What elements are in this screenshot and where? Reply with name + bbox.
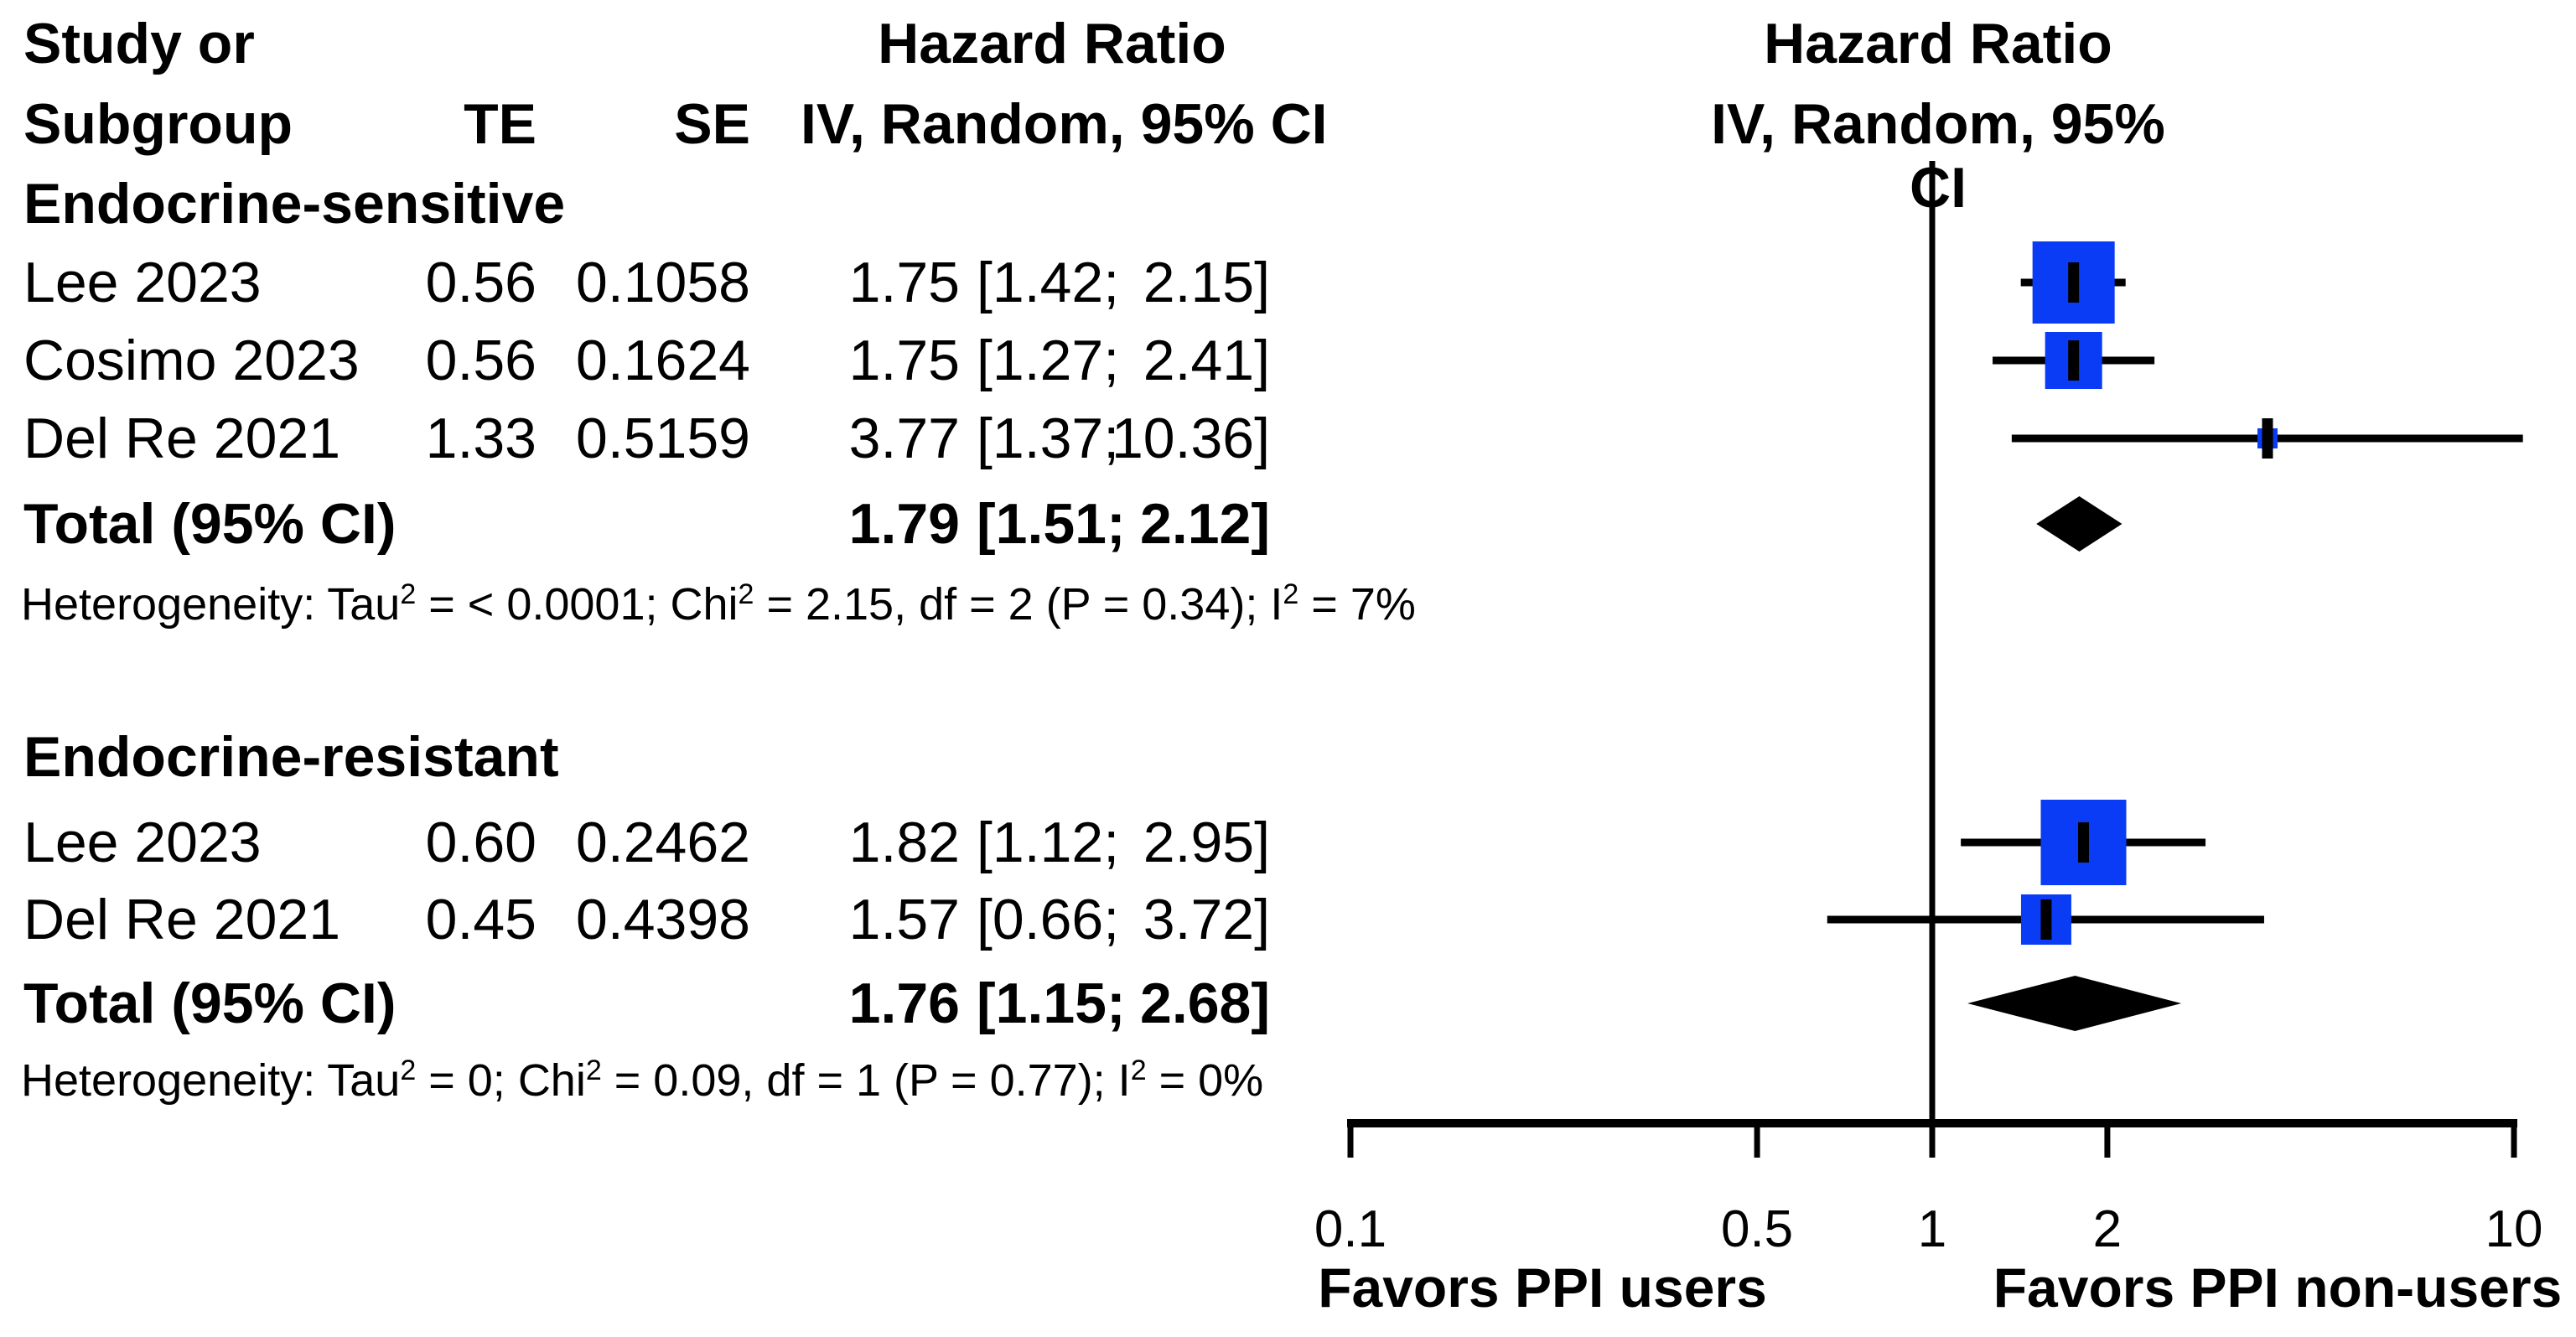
axis-tick-label: 0.5 xyxy=(1721,1200,1793,1258)
header-row-1: Study or Hazard Ratio xyxy=(0,12,1358,75)
group-name: Endocrine-sensitive xyxy=(23,172,566,236)
ci-upper: 3.72] xyxy=(1143,888,1270,951)
favors-left-label: Favors PPI users xyxy=(1318,1257,1767,1319)
hr-estimate: 1.57 xyxy=(848,888,960,951)
axis-tick-label: 10 xyxy=(2485,1200,2543,1258)
summary-diamond xyxy=(1967,976,2182,1031)
axis-tick-label: 0.1 xyxy=(1314,1200,1386,1258)
study-row: Del Re 2021 1.33 0.5159 3.77 [1.37; 10.36] xyxy=(0,407,1358,470)
ci-upper: 10.36] xyxy=(1111,407,1270,470)
point-estimate-tick xyxy=(2068,340,2080,381)
ci-lower: [1.42; xyxy=(977,251,1120,314)
te-value: 0.45 xyxy=(425,888,536,951)
total-row: Total (95% CI) 1.76 [1.15; 2.68] xyxy=(0,972,1358,1035)
total-ci-lower: [1.51; xyxy=(977,492,1126,556)
axis-tick-label: 2 xyxy=(2093,1200,2122,1258)
ci-lower: [1.12; xyxy=(977,811,1120,874)
heterogeneity-text: Heterogeneity: Tau2 = < 0.0001; Chi2 = 2… xyxy=(21,578,1416,630)
study-row: Lee 2023 0.56 0.1058 1.75 [1.42; 2.15] xyxy=(0,251,1358,314)
study-row: Cosimo 2023 0.56 0.1624 1.75 [1.27; 2.41] xyxy=(0,329,1358,392)
te-value: 0.56 xyxy=(425,329,536,392)
point-estimate-tick xyxy=(2040,899,2052,940)
ci-lower: [1.27; xyxy=(977,329,1120,392)
study-row: Lee 2023 0.60 0.2462 1.82 [1.12; 2.95] xyxy=(0,811,1358,874)
hr-estimate: 3.77 xyxy=(848,407,960,470)
point-estimate-tick xyxy=(2262,418,2273,459)
col-header-effect-line1: Hazard Ratio xyxy=(878,12,1226,75)
se-value: 0.1624 xyxy=(576,329,750,392)
total-ci-lower: [1.15; xyxy=(977,972,1126,1035)
hr-estimate: 1.75 xyxy=(848,329,960,392)
ci-lower: [1.37; xyxy=(977,407,1120,470)
study-label: Lee 2023 xyxy=(23,811,262,874)
ci-upper: 2.95] xyxy=(1143,811,1270,874)
study-label: Del Re 2021 xyxy=(23,407,341,470)
total-hr-estimate: 1.79 xyxy=(848,492,960,556)
te-value: 0.60 xyxy=(425,811,536,874)
study-label: Cosimo 2023 xyxy=(23,329,360,392)
col-header-study-line1: Study or xyxy=(23,12,255,75)
te-value: 1.33 xyxy=(425,407,536,470)
se-value: 0.1058 xyxy=(576,251,750,314)
plot-header-line2: IV, Random, 95% CI xyxy=(1711,92,2165,220)
col-header-effect-line2: IV, Random, 95% CI xyxy=(801,92,1328,156)
col-header-te: TE xyxy=(464,92,536,156)
col-header-study-line2: Subgroup xyxy=(23,92,293,156)
col-header-se: SE xyxy=(674,92,750,156)
group-header-row: Endocrine-sensitive xyxy=(0,172,1358,236)
total-ci-upper: 2.68] xyxy=(1140,972,1270,1035)
total-hr-estimate: 1.76 xyxy=(848,972,960,1035)
total-row: Total (95% CI) 1.79 [1.51; 2.12] xyxy=(0,492,1358,556)
hr-estimate: 1.75 xyxy=(848,251,960,314)
header-row-2: Subgroup TE SE IV, Random, 95% CI xyxy=(0,92,1358,156)
point-estimate-tick xyxy=(2077,822,2089,863)
group-header-row: Endocrine-resistant xyxy=(0,725,1358,789)
study-label: Del Re 2021 xyxy=(23,888,341,951)
point-estimate-tick xyxy=(2068,262,2080,303)
te-value: 0.56 xyxy=(425,251,536,314)
se-value: 0.2462 xyxy=(576,811,750,874)
hr-estimate: 1.82 xyxy=(848,811,960,874)
ci-upper: 2.15] xyxy=(1143,251,1270,314)
group-name: Endocrine-resistant xyxy=(23,725,559,789)
ci-upper: 2.41] xyxy=(1143,329,1270,392)
total-ci-upper: 2.12] xyxy=(1140,492,1270,556)
plot-header-line1: Hazard Ratio xyxy=(1764,12,2112,75)
total-label: Total (95% CI) xyxy=(23,972,397,1035)
summary-diamond xyxy=(2036,496,2122,552)
study-row: Del Re 2021 0.45 0.4398 1.57 [0.66; 3.72] xyxy=(0,888,1358,951)
ci-lower: [0.66; xyxy=(977,888,1120,951)
study-label: Lee 2023 xyxy=(23,251,262,314)
favors-right-label: Favors PPI non-users xyxy=(1993,1257,2563,1319)
se-value: 0.5159 xyxy=(576,407,750,470)
heterogeneity-text: Heterogeneity: Tau2 = 0; Chi2 = 0.09, df… xyxy=(21,1055,1264,1106)
total-label: Total (95% CI) xyxy=(23,492,397,556)
axis-tick-label: 1 xyxy=(1918,1200,1946,1258)
se-value: 0.4398 xyxy=(576,888,750,951)
